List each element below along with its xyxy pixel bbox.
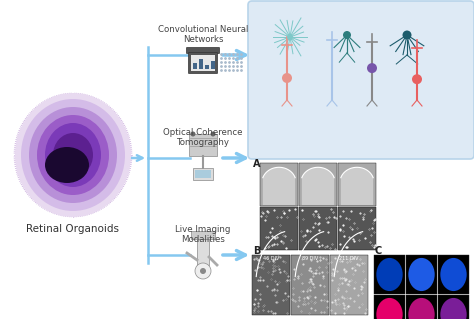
Circle shape	[343, 31, 351, 39]
Circle shape	[282, 73, 292, 83]
Circle shape	[287, 34, 293, 40]
Ellipse shape	[376, 298, 403, 319]
Circle shape	[412, 74, 422, 84]
Bar	[291, 255, 329, 315]
FancyBboxPatch shape	[248, 1, 474, 159]
Bar	[299, 163, 337, 206]
Text: 46 DIV: 46 DIV	[263, 256, 279, 261]
Circle shape	[195, 263, 211, 279]
Ellipse shape	[53, 133, 93, 177]
FancyBboxPatch shape	[189, 53, 218, 73]
Ellipse shape	[408, 298, 435, 319]
Ellipse shape	[440, 258, 467, 291]
Circle shape	[210, 131, 216, 137]
Bar	[438, 255, 469, 294]
Ellipse shape	[376, 258, 403, 291]
Ellipse shape	[29, 107, 117, 203]
Circle shape	[200, 268, 206, 274]
Ellipse shape	[408, 258, 435, 291]
Bar	[260, 163, 298, 206]
Bar	[406, 255, 437, 294]
Ellipse shape	[37, 115, 109, 195]
Bar	[330, 255, 368, 315]
Text: 211 DIV: 211 DIV	[339, 256, 359, 261]
Bar	[197, 239, 209, 265]
Ellipse shape	[15, 93, 131, 217]
Bar	[191, 55, 215, 71]
Ellipse shape	[45, 147, 89, 183]
Bar	[191, 231, 215, 239]
Bar	[438, 295, 469, 319]
Bar	[211, 61, 215, 69]
Bar	[299, 207, 337, 250]
Bar	[193, 168, 213, 180]
Text: 89 DIV: 89 DIV	[302, 256, 318, 261]
Bar	[195, 170, 211, 178]
Bar	[338, 163, 376, 206]
Text: Live Imaging
Modalities: Live Imaging Modalities	[175, 225, 231, 244]
Circle shape	[402, 31, 411, 40]
Bar	[252, 255, 290, 315]
Ellipse shape	[21, 99, 125, 211]
Ellipse shape	[45, 123, 101, 187]
Text: Convolutional Neural
Networks: Convolutional Neural Networks	[158, 25, 248, 44]
Text: C: C	[375, 246, 382, 256]
Circle shape	[367, 63, 377, 73]
Bar	[374, 255, 405, 294]
Bar	[205, 65, 209, 69]
Bar	[338, 207, 376, 250]
Bar	[199, 59, 203, 69]
Text: Optical Coherence
Tomography: Optical Coherence Tomography	[163, 128, 243, 147]
Bar	[406, 295, 437, 319]
Circle shape	[191, 131, 195, 137]
Bar	[260, 207, 298, 250]
FancyBboxPatch shape	[186, 48, 219, 54]
Bar	[189, 134, 217, 156]
Text: A: A	[253, 159, 261, 169]
Bar	[374, 295, 405, 319]
Bar	[193, 63, 197, 69]
Text: B: B	[253, 246, 260, 256]
Ellipse shape	[440, 298, 467, 319]
Text: Retinal Organoids: Retinal Organoids	[27, 224, 119, 234]
